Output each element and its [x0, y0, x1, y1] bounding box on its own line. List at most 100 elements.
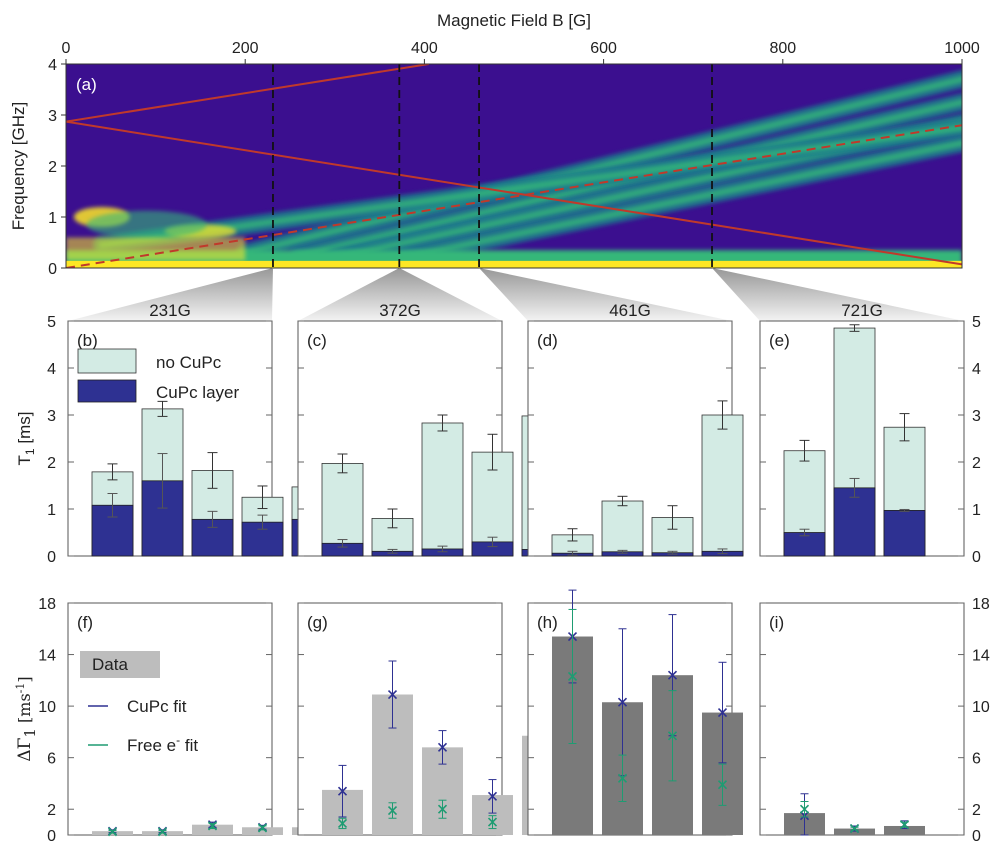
- fit-marker: [487, 817, 498, 827]
- nv-transition-line: [66, 124, 962, 268]
- y-axis-title-end: ]: [15, 676, 34, 682]
- y-axis-title-main: T: [15, 455, 34, 465]
- y-tick-label: 3: [972, 408, 981, 425]
- fit-marker: [667, 670, 678, 680]
- y-tick-label: 0: [972, 549, 981, 566]
- fit-marker: [717, 707, 728, 718]
- panel-label: (e): [769, 331, 790, 350]
- y-tick-label: 4: [47, 361, 56, 378]
- y-axis-title-sub: 1: [23, 448, 37, 455]
- fit-marker: [487, 791, 498, 801]
- bar-cupc: [883, 510, 926, 557]
- y-axis-title: ΔΓ1 [ms-1]: [14, 676, 39, 761]
- legend-label: Data: [92, 655, 128, 674]
- panel-frame: [67, 602, 273, 836]
- data-bar: [834, 828, 875, 835]
- heatmap-low-band-core: [66, 260, 962, 268]
- y-tick-label: 2: [48, 159, 57, 176]
- y-tick-label: 18: [972, 596, 990, 613]
- y-axis-title: Frequency [GHz]: [9, 102, 28, 231]
- y-tick-label: 3: [47, 408, 56, 425]
- y-tick-label: 6: [47, 751, 56, 768]
- zoom-wedge: [712, 268, 964, 321]
- legend-label: CuPc layer: [156, 383, 239, 402]
- y-tick-label: 2: [972, 455, 981, 472]
- y-tick-label: 5: [972, 314, 981, 331]
- y-tick-label: 14: [38, 648, 56, 665]
- legend-label: CuPc fit: [127, 697, 187, 716]
- fit-marker: [337, 786, 348, 796]
- panel-field-title: 721G: [841, 301, 883, 320]
- y-axis-title-unit: [ms: [15, 693, 34, 728]
- legend-swatch-data: [80, 651, 160, 678]
- y-tick-label: 2: [972, 802, 981, 819]
- bar-no-cupc: [701, 414, 744, 557]
- legend-label-part: fit: [180, 736, 198, 755]
- x-tick-label: 1000: [944, 40, 980, 57]
- panel-label: (d): [537, 331, 558, 350]
- bar-no-cupc: [601, 500, 644, 557]
- zoom-wedge: [68, 268, 273, 321]
- y-tick-label: 6: [972, 751, 981, 768]
- fit-marker: [337, 818, 348, 828]
- y-tick-label: 10: [38, 699, 56, 716]
- zoom-wedge: [298, 268, 502, 321]
- zoom-wedge: [479, 268, 732, 321]
- fit-marker: [667, 731, 678, 741]
- panel-field-title: 372G: [379, 301, 421, 320]
- panel-label: (h): [537, 613, 558, 632]
- x-tick-label: 800: [769, 40, 796, 57]
- legend-label: Free e- fit: [127, 733, 198, 755]
- y-tick-label: 2: [47, 802, 56, 819]
- y-axis-title-unit: [ms]: [15, 412, 34, 449]
- fit-marker: [207, 821, 218, 831]
- y-tick-label: 5: [47, 314, 56, 331]
- panel-label: (c): [307, 331, 327, 350]
- bar-cupc: [241, 521, 284, 557]
- panel-label: (a): [76, 75, 97, 94]
- heatmap-band-core: [241, 75, 962, 257]
- fit-marker: [617, 697, 628, 707]
- fit-marker: [899, 820, 910, 830]
- x-tick-label: 0: [62, 40, 71, 57]
- fit-marker: [437, 742, 448, 752]
- y-axis-title-sub: 1: [21, 728, 39, 738]
- y-axis-title-sup: -1: [14, 683, 27, 694]
- panel-field-title: 461G: [609, 301, 651, 320]
- y-tick-label: 14: [972, 648, 990, 665]
- data-bar: [884, 825, 925, 835]
- x-tick-label: 400: [411, 40, 438, 57]
- legend-swatch-cupc: [77, 379, 137, 403]
- legend-label-sup: -: [176, 733, 180, 747]
- y-tick-label: 1: [972, 502, 981, 519]
- fit-marker: [437, 804, 448, 814]
- fit-marker: [387, 805, 398, 816]
- heatmap-bands: [66, 64, 962, 268]
- panel-label: (b): [77, 331, 98, 350]
- fit-marker: [157, 827, 168, 837]
- legend-label-part: Free e: [127, 736, 176, 755]
- y-tick-label: 4: [972, 361, 981, 378]
- y-axis-title-main: ΔΓ: [15, 737, 35, 761]
- x-tick-label: 200: [232, 40, 259, 57]
- y-tick-label: 4: [48, 57, 57, 74]
- fit-marker: [799, 804, 810, 814]
- data-bar: [242, 827, 283, 835]
- heatmap-low-band-glow: [66, 237, 246, 261]
- bar-cupc: [833, 487, 876, 557]
- fit-marker: [849, 823, 860, 834]
- nv-transition-line: [66, 64, 430, 123]
- y-tick-label: 3: [48, 108, 57, 125]
- y-tick-label: 18: [38, 596, 56, 613]
- y-tick-label: 0: [972, 828, 981, 845]
- y-tick-label: 1: [48, 210, 57, 227]
- heatmap-band-core: [98, 124, 962, 249]
- heatmap-band-core: [385, 139, 962, 264]
- fit-marker: [107, 827, 118, 837]
- legend-swatch-no-cupc: [77, 348, 137, 374]
- data-bar: [192, 824, 233, 835]
- fit-marker: [567, 671, 578, 682]
- panel-frame: [759, 602, 965, 836]
